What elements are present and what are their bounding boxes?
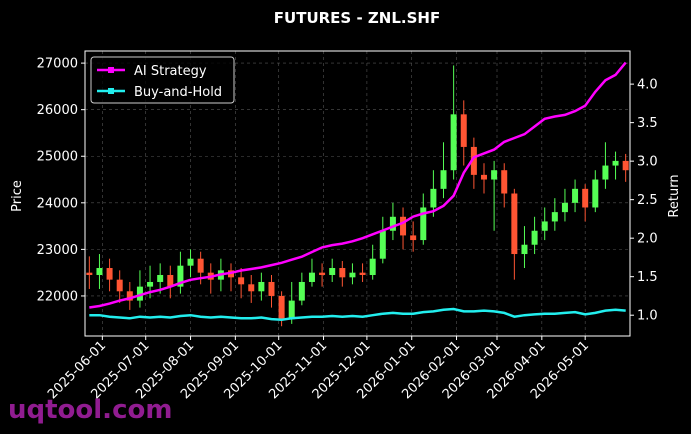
candle-body [278,295,285,320]
y-tick-label: 26000 [37,103,78,118]
candle-body [157,274,164,282]
candle-body [430,188,437,208]
y2-tick-label: 4.0 [637,78,658,93]
watermark: uqtool.com [8,395,172,425]
y-tick-label: 27000 [37,57,78,72]
candle-body [86,272,93,275]
candle-body [238,277,245,285]
candle-body [470,146,477,175]
legend-marker [108,88,114,94]
candle-body [511,193,518,255]
y-axis-label: Price [10,180,25,212]
legend-box [90,56,235,104]
candle-body [480,174,487,180]
candle-body [460,114,467,147]
candle-body [501,170,508,194]
candle-body [126,291,133,301]
candle-body [197,258,204,273]
candle-body [308,272,315,282]
legend-label: Buy-and-Hold [134,85,222,100]
y2-tick-label: 2.0 [637,232,658,247]
y2-tick-label: 3.0 [637,155,658,170]
candle-body [288,300,295,320]
candle-body [329,268,336,275]
candle-body [268,281,275,296]
chart-title: FUTURES - ZNL.SHF [274,9,440,27]
y-tick-label: 23000 [37,243,78,258]
candle-body [349,272,356,278]
y2-tick-label: 3.5 [637,116,658,131]
candle-body [400,216,407,236]
candle-body [379,230,386,259]
candle-body [369,258,376,275]
y2-tick-label: 1.0 [637,309,658,324]
candle-body [319,272,326,275]
candle-body [450,114,457,171]
candle-body [339,268,346,278]
candle-body [521,244,528,255]
candle-body [551,212,558,222]
y-tick-label: 22000 [37,289,78,304]
candle-body [116,279,123,292]
candle-body [389,216,396,231]
candle-body [410,235,417,241]
candle-body [187,258,194,266]
candle-body [359,272,366,275]
y-tick-label: 25000 [37,150,78,165]
candle-body [541,221,548,231]
y2-axis-label: Return [667,174,682,217]
candle-body [147,281,154,287]
candle-body [96,268,103,275]
candle-body [491,170,498,180]
candle-body [572,188,579,203]
legend-label: AI Strategy [134,64,207,79]
series-line [89,61,627,309]
candle-body [592,179,599,208]
y2-tick-label: 2.5 [637,193,658,208]
legend-marker [108,67,114,73]
series-line [89,307,626,322]
candle-body [177,265,184,287]
candle-body [582,188,589,208]
candle-body [298,281,305,301]
candle-body [561,202,568,213]
candle-body [612,160,619,166]
candle-body [136,286,143,301]
candle-body [106,268,113,280]
y2-tick-label: 1.5 [637,270,658,285]
y-tick-label: 24000 [37,196,78,211]
candle-body [258,281,265,292]
candle-body [602,165,609,180]
candle-body [248,284,255,292]
plot-frame [84,50,631,337]
candle-body [622,160,629,171]
candle-body [531,230,538,245]
candle-body [167,274,174,287]
candle-body [440,170,447,189]
candle-body [420,207,427,241]
